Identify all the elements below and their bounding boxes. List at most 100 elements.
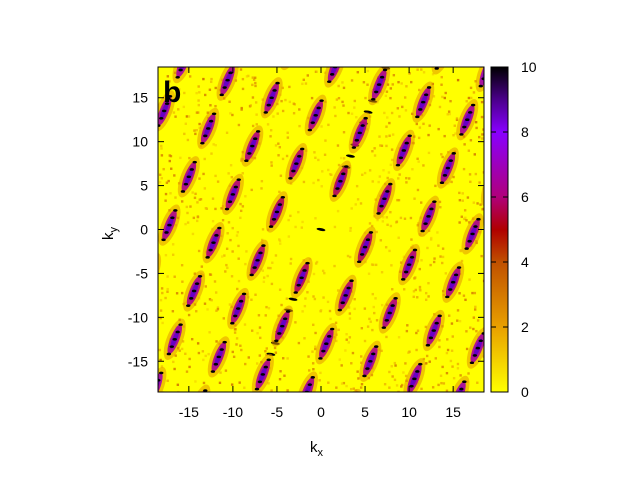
streak-peak: [257, 380, 263, 384]
streak-peak: [167, 223, 172, 227]
noise-pixel: [169, 192, 172, 195]
streak-peak: [217, 226, 222, 230]
noise-pixel: [207, 352, 210, 356]
noise-pixel: [240, 108, 243, 111]
noise-pixel: [438, 345, 441, 349]
noise-pixel: [194, 132, 197, 136]
noise-pixel: [361, 173, 364, 176]
noise-pixel: [177, 390, 180, 392]
noise-pixel: [255, 113, 258, 116]
noise-pixel: [241, 77, 245, 81]
noise-pixel: [317, 158, 320, 162]
streak-peak: [288, 177, 293, 180]
plot-area: [150, 45, 485, 397]
noise-pixel: [267, 306, 271, 310]
noise-pixel: [184, 352, 187, 356]
noise-pixel: [258, 326, 262, 329]
noise-pixel: [327, 381, 330, 384]
noise-pixel: [210, 77, 213, 81]
streak-peak: [478, 84, 483, 88]
streak-peak: [263, 365, 268, 369]
noise-pixel: [450, 180, 453, 184]
noise-pixel: [410, 238, 413, 241]
noise-pixel: [347, 341, 350, 344]
noise-pixel: [298, 124, 301, 128]
noise-pixel: [329, 317, 332, 321]
streak-peak: [236, 178, 241, 181]
noise-pixel: [204, 285, 207, 288]
y-tick-label: -10: [128, 309, 148, 325]
noise-pixel: [419, 289, 422, 292]
streak-peak: [420, 229, 425, 233]
streak-peak: [443, 45, 447, 48]
noise-pixel: [418, 88, 421, 92]
noise-pixel: [164, 296, 167, 300]
noise-pixel: [264, 350, 267, 353]
streak-peak: [158, 124, 161, 127]
noise-pixel: [393, 361, 397, 365]
noise-pixel: [408, 177, 411, 180]
noise-pixel: [278, 190, 281, 194]
noise-pixel: [235, 343, 238, 346]
streak-peak: [387, 311, 392, 315]
noise-pixel: [247, 74, 250, 78]
noise-pixel: [441, 247, 445, 250]
streak-peak: [409, 255, 415, 259]
noise-pixel: [182, 105, 186, 109]
streak-peak: [150, 394, 154, 397]
noise-pixel: [465, 100, 468, 103]
y-tick-label: -5: [136, 265, 149, 281]
noise-pixel: [428, 360, 431, 363]
noise-pixel: [453, 124, 456, 127]
noise-pixel: [427, 295, 430, 298]
streak-peak: [429, 207, 434, 211]
noise-pixel: [368, 169, 372, 172]
noise-pixel: [216, 308, 220, 311]
noise-pixel: [208, 331, 211, 334]
noise-pixel: [386, 116, 389, 119]
noise-pixel: [303, 337, 306, 340]
noise-pixel: [442, 382, 446, 385]
noise-pixel: [196, 111, 200, 114]
noise-pixel: [186, 138, 190, 142]
x-tick-label: 10: [401, 404, 417, 420]
streak-peak: [468, 111, 473, 114]
noise-pixel: [312, 295, 315, 298]
streak-peak: [448, 159, 454, 162]
noise-pixel: [251, 83, 254, 87]
noise-pixel: [454, 132, 457, 135]
noise-pixel: [467, 96, 471, 100]
noise-pixel: [373, 311, 376, 315]
noise-pixel: [482, 171, 484, 174]
streak-peak: [327, 335, 332, 338]
noise-pixel: [395, 384, 399, 387]
streak-peak: [368, 359, 373, 363]
streak-peak: [241, 292, 247, 296]
streak-peak: [255, 258, 260, 262]
noise-pixel: [239, 68, 243, 71]
noise-pixel: [481, 137, 484, 140]
streak-peak: [407, 134, 412, 138]
streak-peak: [266, 358, 271, 362]
noise-pixel: [308, 369, 311, 372]
noise-pixel: [364, 96, 367, 100]
streak-peak: [423, 93, 429, 97]
streak-peak: [291, 169, 296, 173]
streak-peak: [255, 130, 261, 133]
noise-pixel: [174, 115, 177, 118]
noise-pixel: [312, 368, 315, 371]
streak-peak: [159, 371, 164, 375]
x-tick-label: 0: [317, 404, 325, 420]
streak-peak: [425, 343, 431, 347]
noise-pixel: [348, 317, 352, 320]
streak-peak: [272, 89, 277, 92]
noise-pixel: [270, 282, 274, 286]
noise-pixel: [425, 362, 428, 365]
noise-pixel: [467, 149, 471, 152]
noise-pixel: [371, 180, 374, 183]
streak-peak: [426, 86, 432, 89]
noise-pixel: [161, 291, 164, 295]
noise-pixel: [265, 347, 268, 350]
noise-pixel: [470, 96, 473, 100]
noise-pixel: [176, 383, 180, 386]
